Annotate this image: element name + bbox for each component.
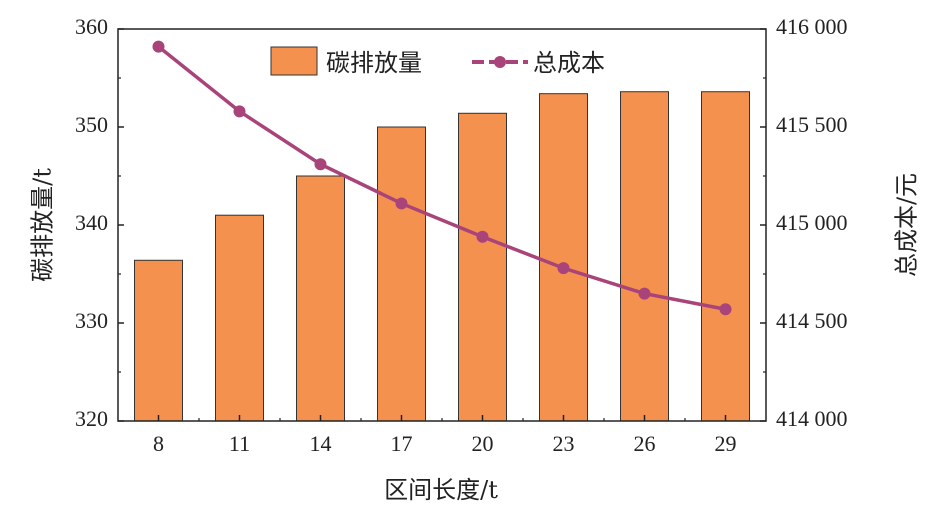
y-axis-title: 碳排放量/t <box>29 168 57 282</box>
y-tick-label: 320 <box>75 406 108 431</box>
bar-series <box>134 91 750 422</box>
bar-14 <box>296 175 345 422</box>
cost-point-14 <box>314 158 327 171</box>
legend-swatch-marker <box>494 56 506 68</box>
x-tick-label: 29 <box>715 431 737 456</box>
y2-axis-title: 总成本/元 <box>893 173 921 277</box>
bar-17 <box>377 126 426 422</box>
y2-tick-label: 415 000 <box>776 210 848 235</box>
bar-26 <box>620 91 669 422</box>
line-series <box>152 40 732 316</box>
cost-line <box>157 45 726 311</box>
cost-point-23 <box>557 262 570 275</box>
x-tick-label: 20 <box>472 431 494 456</box>
legend-label-bar: 碳排放量 <box>326 49 422 77</box>
cost-point-20 <box>476 230 489 243</box>
legend: 碳排放量 总成本 <box>270 46 605 77</box>
y2-tick-label: 414 500 <box>776 308 848 333</box>
axes: 320 330 340 350 360 414 000 414 500 415 000 415 … <box>75 14 848 456</box>
y2-tick-label: 414 000 <box>776 406 848 431</box>
y2-tick-label: 415 500 <box>776 112 848 137</box>
bar-20 <box>458 112 507 422</box>
x-tick-label: 8 <box>153 431 164 456</box>
cost-point-17 <box>395 197 408 210</box>
legend-label-line: 总成本 <box>533 49 605 77</box>
x-tick-label: 23 <box>553 431 575 456</box>
x-axis-title: 区间长度/t <box>384 476 498 504</box>
x-tick-label: 26 <box>634 431 656 456</box>
bar-11 <box>215 214 264 422</box>
y-tick-label: 330 <box>75 308 108 333</box>
cost-point-26 <box>638 287 651 300</box>
bar-29 <box>701 91 750 422</box>
cost-point-8 <box>152 40 165 53</box>
x-tick-label: 11 <box>229 431 250 456</box>
legend-swatch-bar <box>270 46 318 76</box>
y-tick-label: 340 <box>75 210 108 235</box>
bar-8 <box>134 259 183 422</box>
cost-point-11 <box>233 105 246 118</box>
y2-tick-label: 416 000 <box>776 14 848 39</box>
y-tick-label: 360 <box>75 14 108 39</box>
bar-23 <box>539 93 588 422</box>
cost-point-29 <box>719 303 732 316</box>
x-tick-label: 17 <box>391 431 413 456</box>
y-tick-label: 350 <box>75 112 108 137</box>
x-tick-label: 14 <box>310 431 332 456</box>
